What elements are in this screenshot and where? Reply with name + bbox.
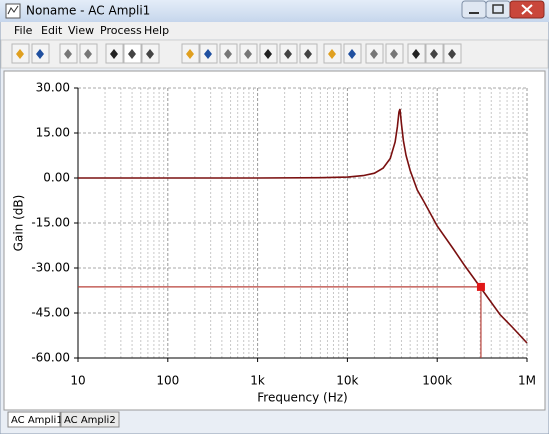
x-tick-label: 1M — [518, 374, 536, 388]
toolbar-icon — [264, 49, 272, 59]
cursor-marker[interactable] — [476, 282, 485, 291]
app-icon-glyph — [7, 5, 19, 15]
toolbar-icon — [36, 49, 44, 59]
toolbar-icon — [390, 49, 398, 59]
window-title: Noname - AC Ampli1 — [26, 4, 150, 18]
toolbar-icon — [16, 49, 24, 59]
toolbar-icon — [284, 49, 292, 59]
minimize-button[interactable] — [461, 0, 487, 19]
toolbar-icon — [110, 49, 118, 59]
toolbar-icon — [328, 49, 336, 59]
x-tick-label: 10 — [70, 374, 85, 388]
menu-item[interactable]: File — [14, 24, 33, 37]
y-tick-label: 0.00 — [43, 171, 70, 185]
maximize-glyph — [492, 4, 504, 14]
y-tick-label: -60.00 — [31, 351, 70, 365]
maximize-button[interactable] — [485, 0, 511, 19]
tab[interactable] — [7, 411, 61, 428]
x-axis-title: Frequency (Hz) — [257, 391, 348, 405]
gain-curve — [78, 108, 528, 344]
y-tick-label: -30.00 — [31, 261, 70, 275]
menu-item[interactable]: Edit — [41, 24, 63, 37]
toolbar-icon — [348, 49, 356, 59]
menu-bar — [1, 22, 548, 39]
toolbar-icon — [244, 49, 252, 59]
toolbar-icon — [146, 49, 154, 59]
menu-item[interactable]: Process — [100, 24, 142, 37]
tab[interactable] — [60, 411, 120, 428]
menu-item[interactable]: View — [68, 24, 94, 37]
y-tick-label: -15.00 — [31, 216, 70, 230]
title-bar — [0, 0, 549, 22]
x-tick-label: 10k — [336, 374, 358, 388]
x-tick-label: 100k — [422, 374, 452, 388]
toolbar-icon — [64, 49, 72, 59]
x-tick-label: 1k — [250, 374, 265, 388]
chart-panel — [3, 70, 546, 411]
toolbar-icon — [128, 49, 136, 59]
y-axis-title: Gain (dB) — [12, 195, 26, 252]
y-tick-label: -45.00 — [31, 306, 70, 320]
toolbar-icon — [204, 49, 212, 59]
toolbar-icon — [370, 49, 378, 59]
toolbar-icon — [448, 49, 456, 59]
x-tick-label: 100 — [156, 374, 179, 388]
y-tick-label: 15.00 — [36, 126, 70, 140]
toolbar-icon — [304, 49, 312, 59]
toolbar-icon — [412, 49, 420, 59]
toolbar-icon — [84, 49, 92, 59]
close-glyph — [521, 4, 533, 15]
toolbar-icon — [430, 49, 438, 59]
menu-item[interactable]: Help — [144, 24, 169, 37]
y-tick-label: 30.00 — [36, 81, 70, 95]
toolbar-icon — [224, 49, 232, 59]
toolbar-icon — [186, 49, 194, 59]
tab-label[interactable]: AC Ampli2 — [64, 415, 116, 426]
tab-label[interactable]: AC Ampli1 — [11, 415, 63, 426]
